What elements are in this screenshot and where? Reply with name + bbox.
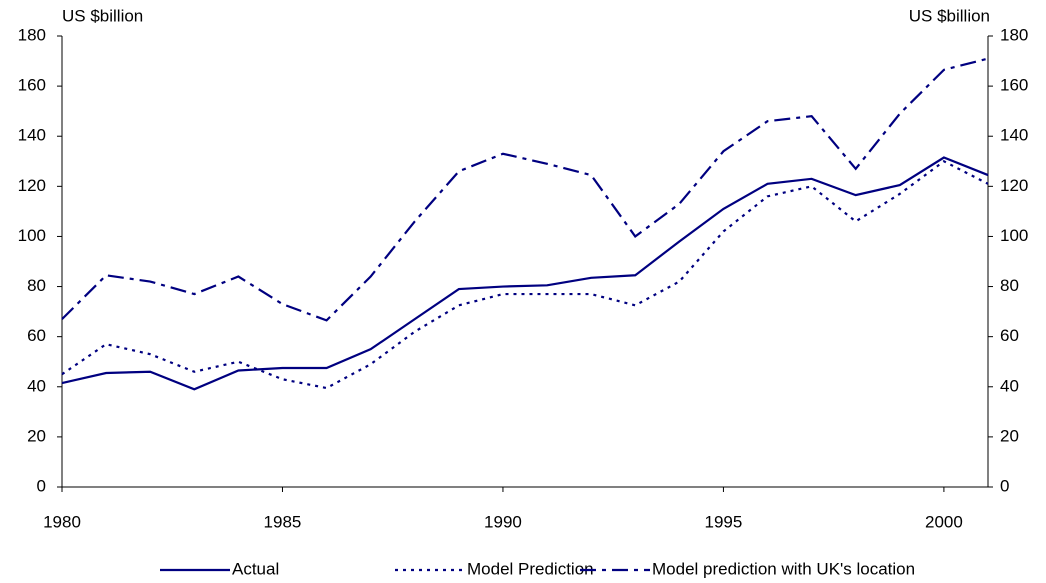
y2-tick-label: 60 xyxy=(1000,326,1019,345)
y2-tick-label: 160 xyxy=(1000,76,1028,95)
x-tick-label: 1980 xyxy=(43,512,81,531)
series-line xyxy=(61,57,989,322)
y2-tick-label: 0 xyxy=(1000,476,1009,495)
y-tick-label: 80 xyxy=(27,276,46,295)
legend-label: Model prediction with UK's location xyxy=(652,559,915,578)
y-tick-label: 40 xyxy=(27,376,46,395)
x-tick-label: 1985 xyxy=(264,512,302,531)
y2-axis-label: US $billion xyxy=(909,6,990,25)
y-tick-label: 140 xyxy=(18,126,46,145)
y2-tick-label: 40 xyxy=(1000,376,1019,395)
x-tick-label: 2000 xyxy=(925,512,963,531)
y-axis-label: US $billion xyxy=(62,6,143,25)
y2-tick-label: 140 xyxy=(1000,126,1028,145)
y-tick-label: 60 xyxy=(27,326,46,345)
y-tick-label: 20 xyxy=(27,426,46,445)
legend-label: Model Prediction xyxy=(467,559,594,578)
y-tick-label: 180 xyxy=(18,25,46,44)
y-tick-label: 0 xyxy=(37,476,46,495)
series-line xyxy=(61,159,989,390)
legend-label: Actual xyxy=(232,559,279,578)
x-tick-label: 1990 xyxy=(484,512,522,531)
y-tick-label: 120 xyxy=(18,176,46,195)
y2-tick-label: 180 xyxy=(1000,25,1028,44)
x-tick-label: 1995 xyxy=(705,512,743,531)
y-tick-label: 160 xyxy=(18,76,46,95)
series-line xyxy=(61,156,989,391)
y2-tick-label: 120 xyxy=(1000,176,1028,195)
y2-tick-label: 20 xyxy=(1000,426,1019,445)
y2-tick-label: 80 xyxy=(1000,276,1019,295)
y2-tick-label: 100 xyxy=(1000,226,1028,245)
y-tick-label: 100 xyxy=(18,226,46,245)
